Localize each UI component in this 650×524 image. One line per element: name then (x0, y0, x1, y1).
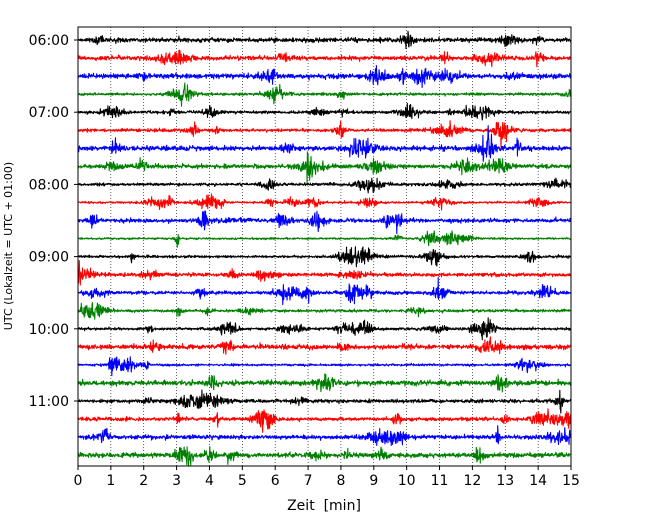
grid-lines (110, 27, 539, 466)
seismogram-traces (77, 30, 572, 467)
seismogram-trace (77, 151, 572, 184)
seismogram-trace (77, 425, 572, 447)
y-tick-label: 09:00 (29, 250, 69, 266)
seismogram-trace (77, 82, 572, 107)
seismogram-trace (77, 336, 572, 355)
seismogram-trace (77, 102, 572, 121)
x-tick-label: 4 (205, 473, 214, 489)
seismogram-trace (77, 373, 572, 393)
y-axis-ticks: 06:00 07:00 08:00 09:00 10:00 11:00 (29, 33, 78, 410)
seismogram-trace (77, 30, 572, 50)
x-tick-label: 15 (562, 473, 580, 489)
y-tick-label: 10:00 (29, 322, 69, 338)
y-tick-label: 08:00 (29, 177, 69, 193)
y-tick-label: 06:00 (29, 33, 69, 49)
y-axis-label: UTC (Lokalzeit = UTC + 01:00) (2, 162, 15, 330)
seismogram-trace (77, 177, 572, 194)
x-axis-ticks: 0 1 2 3 4 5 6 7 8 9 10 11 12 13 14 15 (74, 466, 580, 489)
seismogram-trace (77, 210, 572, 235)
x-tick-label: 13 (496, 473, 514, 489)
seismogram-trace (77, 65, 572, 89)
seismogram-trace (77, 317, 572, 341)
seismogram-trace (77, 446, 572, 467)
x-tick-label: 10 (398, 473, 416, 489)
x-tick-label: 2 (139, 473, 148, 489)
seismogram-trace (77, 276, 572, 306)
seismogram-trace (77, 49, 572, 68)
y-tick-label: 11:00 (29, 394, 69, 410)
plot-frame (77, 26, 572, 467)
seismogram-trace (77, 193, 572, 211)
x-tick-label: 7 (304, 473, 313, 489)
x-tick-label: 11 (431, 473, 449, 489)
x-tick-label: 14 (529, 473, 547, 489)
x-tick-label: 6 (271, 473, 280, 489)
seismogram-trace (77, 260, 572, 286)
seismogram-trace (77, 302, 572, 320)
x-axis-label: Zeit [min] (287, 498, 361, 514)
x-tick-label: 1 (106, 473, 115, 489)
seismogram-trace (77, 408, 572, 433)
x-tick-label: 5 (238, 473, 247, 489)
x-tick-label: 8 (336, 473, 345, 489)
y-tick-label: 07:00 (29, 105, 69, 121)
x-tick-label: 3 (172, 473, 181, 489)
x-tick-label: 0 (74, 473, 83, 489)
x-tick-label: 9 (369, 473, 378, 489)
seismogram-trace (77, 389, 572, 414)
seismogram-trace (77, 246, 572, 268)
seismogram-trace (77, 356, 572, 377)
seismogram-trace (77, 230, 572, 248)
x-tick-label: 12 (463, 473, 481, 489)
seismogram-trace (77, 125, 572, 162)
